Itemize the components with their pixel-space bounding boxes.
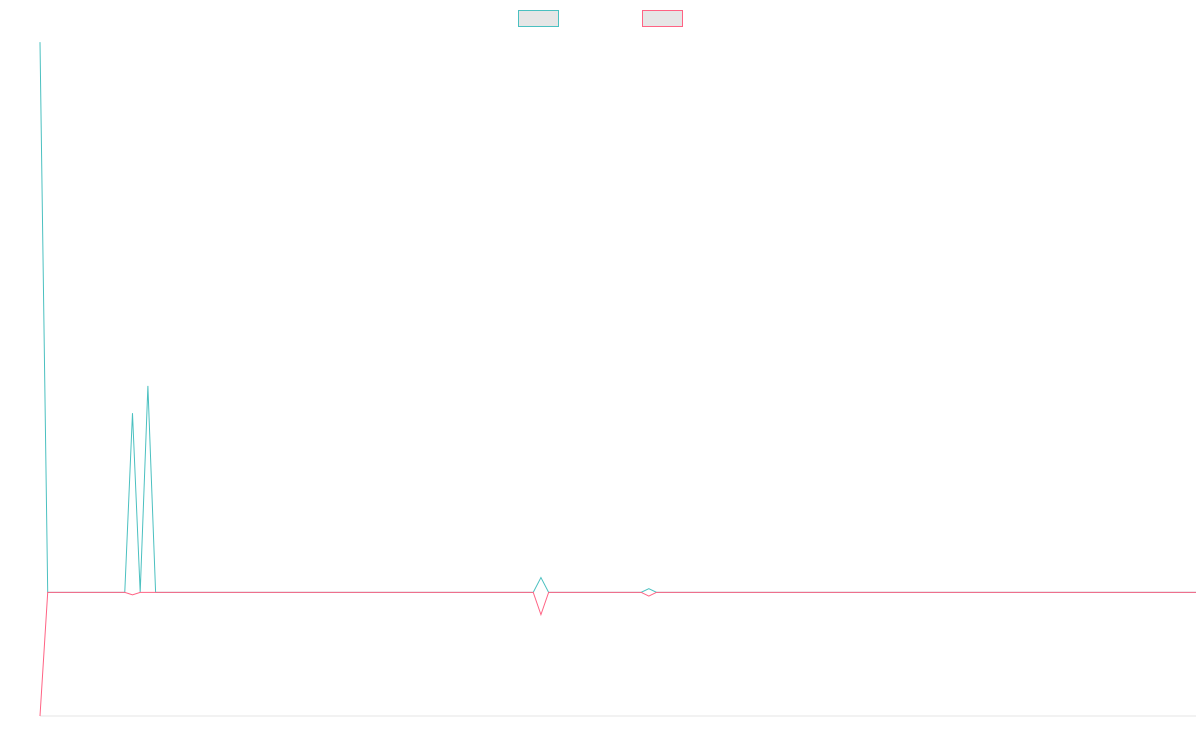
series-layer: [39, 42, 1196, 717]
series-1-line: [39, 42, 1196, 593]
legend-swatch-series-1[interactable]: [518, 10, 559, 27]
series-2-line: [39, 591, 1196, 717]
legend-swatch-series-2[interactable]: [642, 10, 683, 27]
legend: [518, 10, 683, 27]
